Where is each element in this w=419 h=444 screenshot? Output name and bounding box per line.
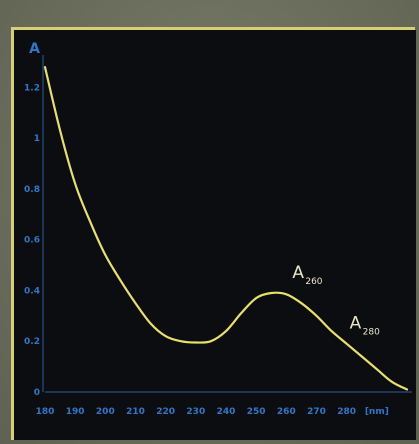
- x-tick-label: 230: [186, 407, 205, 417]
- x-tick-label: 180: [36, 407, 55, 417]
- annotation-subscript: 280: [363, 328, 380, 338]
- y-tick-label: 1.2: [24, 83, 40, 93]
- x-tick-label: 240: [217, 407, 236, 417]
- x-unit-label: [nm]: [365, 407, 389, 417]
- x-tick-label: 210: [126, 407, 145, 417]
- x-tick-label: 200: [96, 407, 115, 417]
- x-tick-label: 280: [337, 407, 356, 417]
- x-tick-label: 270: [307, 407, 326, 417]
- y-tick-label: 0.2: [24, 337, 40, 347]
- axes-group: [42, 55, 412, 393]
- y-tick-label: 0.4: [24, 286, 40, 296]
- y-tick-label: 0: [34, 388, 40, 398]
- y-tick-label: 0.6: [24, 236, 40, 246]
- x-tick-label: 220: [156, 407, 175, 417]
- x-tick-label: 250: [247, 407, 266, 417]
- annotation-subscript: 260: [305, 277, 322, 287]
- annotation-label: A: [350, 314, 362, 334]
- chart-screen: [14, 30, 416, 440]
- y-tick-label: 0.8: [24, 185, 40, 195]
- annotation-label: A: [292, 263, 304, 283]
- absorbance-series-line: [43, 66, 409, 391]
- x-tick-label: 190: [66, 407, 85, 417]
- series-group: [43, 66, 409, 391]
- y-tick-label: 1: [34, 134, 40, 144]
- tick-labels-group: 180 190 200 210 220 230 240 250 260 270 280 [nm] 0 0.…: [24, 41, 389, 417]
- x-tick-label: 260: [277, 407, 296, 417]
- y-axis-title: A: [29, 41, 40, 57]
